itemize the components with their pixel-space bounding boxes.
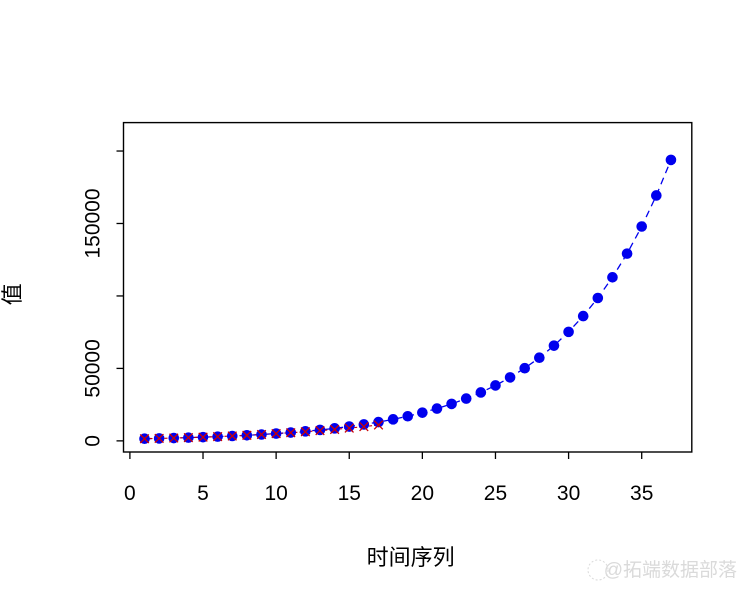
svg-text:150000: 150000 [82, 188, 105, 258]
svg-text:35: 35 [630, 482, 653, 505]
svg-text:20: 20 [411, 482, 434, 505]
svg-text:值: 值 [0, 283, 25, 305]
svg-text:25: 25 [484, 482, 507, 505]
svg-text:30: 30 [557, 482, 580, 505]
svg-text:0: 0 [124, 482, 136, 505]
svg-text:时间序列: 时间序列 [367, 545, 455, 570]
svg-text:50000: 50000 [82, 339, 105, 397]
svg-text:5: 5 [197, 482, 209, 505]
svg-text:10: 10 [264, 482, 287, 505]
svg-text:@拓端数据部落: @拓端数据部落 [604, 559, 737, 581]
svg-text:0: 0 [82, 435, 105, 447]
svg-text:15: 15 [338, 482, 361, 505]
